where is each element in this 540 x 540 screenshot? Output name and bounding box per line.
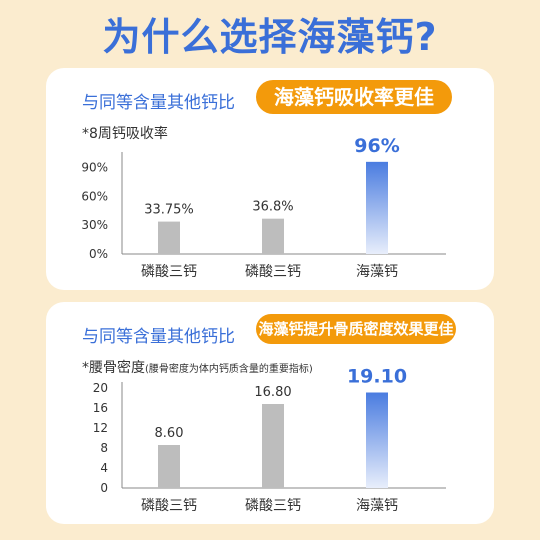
bar xyxy=(262,218,284,254)
page-title: 为什么选择海藻钙? xyxy=(102,15,438,59)
y-tick-label: 90% xyxy=(81,161,108,175)
subtitle-text: *8周钙吸收率 xyxy=(82,126,168,142)
x-category-label: 磷酸三钙 xyxy=(245,264,301,280)
bar xyxy=(366,392,388,488)
bar xyxy=(366,161,388,254)
x-category-label: 海藻钙 xyxy=(356,264,398,280)
absorption-panel: 与同等含量其他钙比 海藻钙吸收率更佳 *8周钙吸收率 0% 30% 60% 90% 33… xyxy=(46,68,494,290)
data-label: 96% xyxy=(354,135,399,157)
bar xyxy=(262,404,284,488)
x-category-label: 磷酸三钙 xyxy=(141,264,197,280)
data-label: 36.8% xyxy=(252,200,293,215)
y-tick-label: 20 xyxy=(93,381,108,395)
x-category-label: 磷酸三钙 xyxy=(245,498,301,514)
subtitle-text: *腰骨密度 xyxy=(82,360,145,376)
bar xyxy=(158,445,180,488)
subtitle-note: (腰骨密度为体内钙质含量的重要指标) xyxy=(145,364,313,375)
data-label: 33.75% xyxy=(144,203,194,218)
y-tick-label: 8 xyxy=(100,441,108,455)
data-label: 16.80 xyxy=(254,385,291,400)
bone-density-bar-chart: 0 4 8 12 16 20 8.60 磷酸三钙 16.80 磷酸三钙 19.10 海藻钙 xyxy=(93,366,446,514)
absorption-bar-chart: 0% 30% 60% 90% 33.75% 磷酸三钙 36.8% 磷酸三钙 96% 海藻钙 xyxy=(81,135,446,280)
x-category-label: 磷酸三钙 xyxy=(141,498,197,514)
chart-subtitle: *8周钙吸收率 xyxy=(82,123,168,143)
y-tick-label: 0% xyxy=(89,247,108,261)
chart-subtitle: *腰骨密度(腰骨密度为体内钙质含量的重要指标) xyxy=(82,357,313,377)
bar xyxy=(158,221,180,254)
bone-density-panel: 与同等含量其他钙比 海藻钙提升骨质密度效果更佳 *腰骨密度(腰骨密度为体内钙质含… xyxy=(46,302,494,524)
comparison-text: 与同等含量其他钙比 xyxy=(82,93,235,113)
highlight-badge: 海藻钙提升骨质密度效果更佳 xyxy=(256,314,456,344)
y-tick-label: 60% xyxy=(81,189,108,203)
data-label: 19.10 xyxy=(347,366,407,388)
y-tick-label: 12 xyxy=(93,421,108,435)
y-tick-label: 4 xyxy=(100,461,108,475)
highlight-badge: 海藻钙吸收率更佳 xyxy=(256,80,452,114)
y-tick-label: 16 xyxy=(93,401,108,415)
x-category-label: 海藻钙 xyxy=(356,498,398,514)
y-tick-label: 0 xyxy=(100,481,108,495)
y-tick-label: 30% xyxy=(81,218,108,232)
comparison-text: 与同等含量其他钙比 xyxy=(82,327,235,347)
data-label: 8.60 xyxy=(155,426,184,441)
